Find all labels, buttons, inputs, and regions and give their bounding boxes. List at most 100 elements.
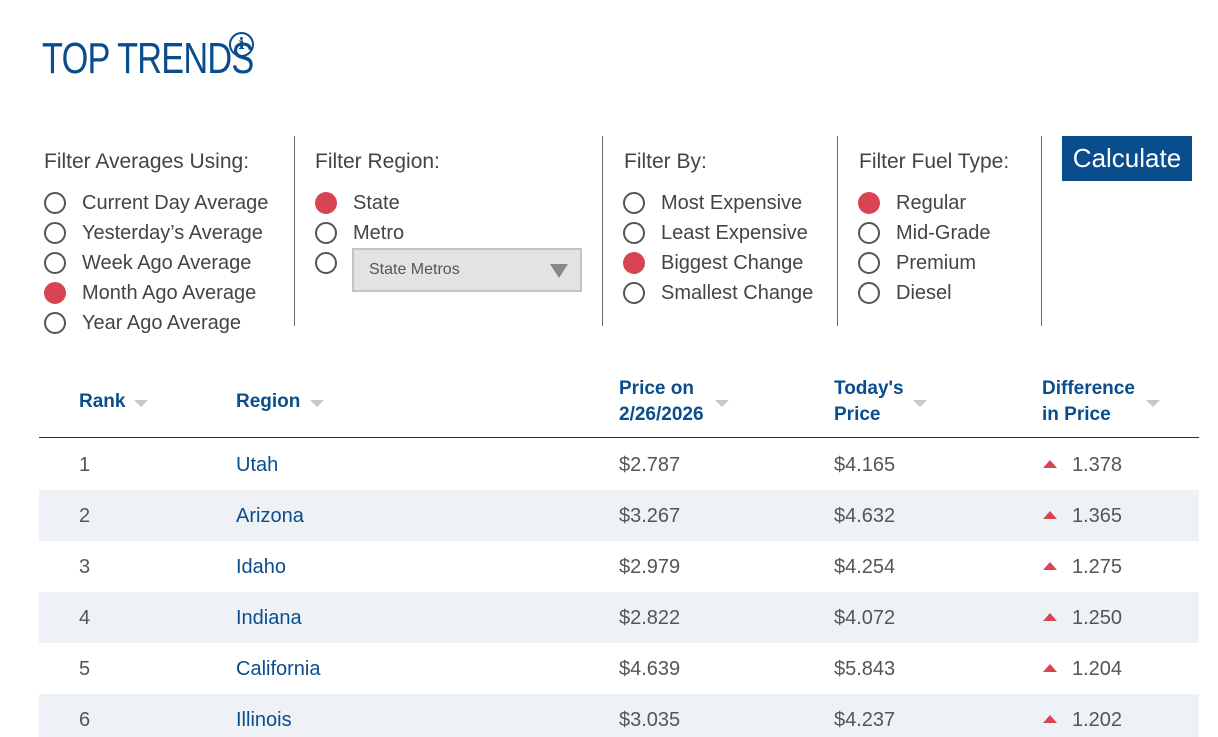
cell-today-price: $4.072 (834, 607, 896, 629)
cell-region-link[interactable]: Arizona (236, 505, 304, 527)
option-label: Biggest Change (661, 251, 804, 274)
option-state[interactable]: State (315, 191, 400, 215)
cell-difference: 1.378 (1072, 454, 1123, 476)
option-diesel[interactable]: Diesel (858, 281, 952, 305)
filter-by-group: Filter By: (624, 136, 834, 326)
option-label: Metro (353, 221, 405, 244)
option-label: Year Ago Average (82, 311, 242, 334)
cell-today-price: $5.843 (834, 658, 896, 680)
option-label: Current Day Average (82, 191, 269, 214)
option-month-ago[interactable]: Month Ago Average (44, 281, 256, 305)
radio-button[interactable] (44, 222, 66, 244)
cell-region-link[interactable]: Idaho (236, 556, 287, 578)
sort-icon[interactable] (715, 400, 729, 407)
option-week-ago[interactable]: Week Ago Average (44, 251, 251, 275)
sort-icon[interactable] (913, 400, 927, 407)
filter-region-heading: Filter Region: (315, 150, 440, 173)
cell-rank: 3 (79, 556, 91, 578)
radio-button[interactable] (858, 252, 880, 274)
radio-button[interactable] (623, 222, 645, 244)
table-row: 4 Indiana $2.822 $4.072 1.250 (39, 592, 1199, 643)
option-most-expensive[interactable]: Most Expensive (623, 191, 802, 215)
option-mid-grade[interactable]: Mid-Grade (858, 221, 990, 245)
cell-today-price: $4.632 (834, 505, 896, 527)
sort-icon[interactable] (310, 400, 324, 407)
radio-button-selected[interactable] (623, 252, 645, 274)
cell-rank: 2 (79, 505, 91, 527)
filter-region-group: Filter Region: (315, 136, 595, 326)
option-label: Premium (896, 251, 977, 274)
header-label-line2: 2/26/2026 (619, 404, 704, 425)
cell-difference: 1.365 (1072, 505, 1123, 527)
option-label: State (353, 191, 400, 214)
option-smallest-change[interactable]: Smallest Change (623, 281, 813, 305)
option-label: Most Expensive (661, 191, 803, 214)
header-label-line2: Price (834, 404, 881, 425)
option-least-expensive[interactable]: Least Expensive (623, 221, 808, 245)
table-row: 2 Arizona $3.267 $4.632 1.365 (39, 490, 1199, 541)
option-year-ago[interactable]: Year Ago Average (44, 311, 241, 335)
cell-price-on: $4.639 (619, 658, 681, 680)
option-biggest-change[interactable]: Biggest Change (623, 251, 803, 275)
option-label: Smallest Change (661, 281, 814, 304)
cell-difference: 1.202 (1072, 709, 1123, 731)
option-premium[interactable]: Premium (858, 251, 976, 275)
header-label: Region (236, 391, 301, 412)
filter-averages-heading: Filter Averages Using: (44, 150, 250, 173)
cell-rank: 4 (79, 607, 91, 629)
option-label: Mid-Grade (896, 221, 991, 244)
column-header-difference[interactable]: Difference in Price (1042, 376, 1135, 428)
chevron-down-icon (550, 264, 568, 278)
option-state-metros[interactable] (315, 251, 337, 275)
filter-fuel-group: Filter Fuel Type: (859, 136, 1039, 326)
radio-button[interactable] (315, 252, 337, 274)
radio-button-selected[interactable] (315, 192, 337, 214)
cell-price-on: $3.267 (619, 505, 681, 527)
cell-region-link[interactable]: California (236, 658, 321, 680)
cell-difference: 1.275 (1072, 556, 1123, 578)
radio-button[interactable] (623, 192, 645, 214)
divider (1041, 136, 1042, 326)
column-header-price-on[interactable]: Price on 2/26/2026 (619, 376, 704, 428)
table-header-divider (39, 437, 1199, 438)
cell-today-price: $4.254 (834, 556, 896, 578)
divider (602, 136, 603, 326)
cell-difference: 1.250 (1072, 607, 1123, 629)
column-header-today[interactable]: Today's Price (834, 376, 904, 428)
radio-button[interactable] (858, 282, 880, 304)
cell-region-link[interactable]: Illinois (236, 709, 292, 731)
radio-button[interactable] (858, 222, 880, 244)
option-label: Regular (896, 191, 967, 214)
sort-icon[interactable] (1146, 400, 1160, 407)
state-metros-select[interactable]: State Metros (352, 248, 582, 292)
cell-price-on: $2.822 (619, 607, 681, 629)
radio-button[interactable] (44, 192, 66, 214)
radio-button[interactable] (44, 312, 66, 334)
arrow-up-icon (1043, 511, 1057, 519)
cell-rank: 1 (79, 454, 91, 476)
option-yesterday[interactable]: Yesterday’s Average (44, 221, 263, 245)
radio-button[interactable] (44, 252, 66, 274)
radio-button-selected[interactable] (44, 282, 66, 304)
column-header-region[interactable]: Region (236, 389, 300, 415)
cell-region-link[interactable]: Indiana (236, 607, 302, 629)
filter-by-heading: Filter By: (624, 150, 707, 173)
divider (837, 136, 838, 326)
cell-today-price: $4.165 (834, 454, 896, 476)
info-icon[interactable]: i (229, 32, 254, 57)
option-label: Month Ago Average (82, 281, 257, 304)
filter-averages-group: Filter Averages Using: (44, 136, 294, 326)
option-metro[interactable]: Metro (315, 221, 404, 245)
table-row: 1 Utah $2.787 $4.165 1.378 (39, 439, 1199, 490)
column-header-rank[interactable]: Rank (79, 389, 125, 415)
radio-button[interactable] (315, 222, 337, 244)
header-label-line1: Difference (1042, 378, 1135, 399)
radio-button-selected[interactable] (858, 192, 880, 214)
sort-icon[interactable] (134, 400, 148, 407)
option-current-day[interactable]: Current Day Average (44, 191, 268, 215)
cell-region-link[interactable]: Utah (236, 454, 279, 476)
radio-button[interactable] (623, 282, 645, 304)
option-regular[interactable]: Regular (858, 191, 966, 215)
divider (294, 136, 295, 326)
calculate-button[interactable]: Calculate (1062, 136, 1192, 181)
